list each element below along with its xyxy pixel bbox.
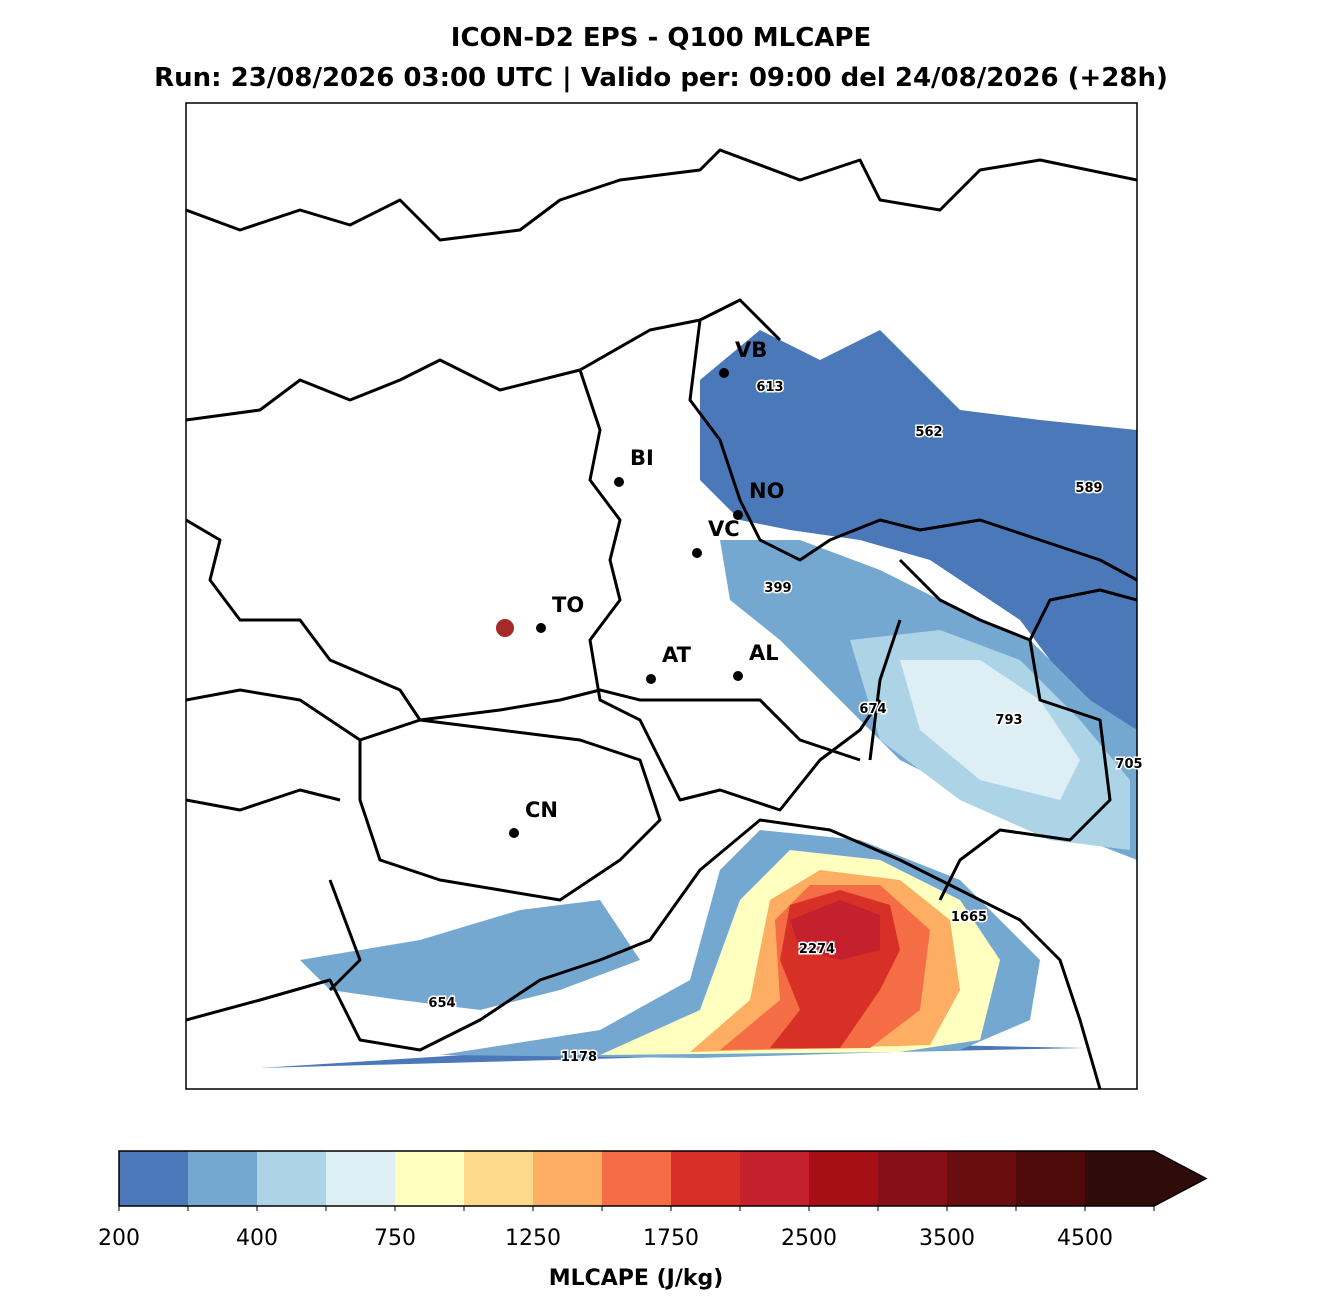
city-label: TO	[552, 593, 584, 617]
colorbar-box	[602, 1151, 672, 1206]
city-label: AT	[662, 643, 692, 667]
colorbar-box	[878, 1151, 948, 1206]
value-label: 1178	[561, 1050, 597, 1065]
colorbar-box	[947, 1151, 1017, 1206]
border	[688, 319, 1137, 582]
map-frame	[185, 102, 1138, 1090]
colorbar-tick-label: 1750	[643, 1226, 699, 1251]
border	[186, 518, 861, 762]
city-dot	[733, 510, 743, 520]
city-label: VB	[735, 338, 767, 362]
city-dot	[646, 674, 656, 684]
location-marker	[496, 619, 514, 637]
colorbar-box	[740, 1151, 810, 1206]
colorbar-extend	[1154, 1151, 1206, 1206]
border	[868, 558, 1137, 901]
value-label: 705	[1115, 757, 1142, 772]
city-dot	[614, 477, 624, 487]
colorbar-tick-label: 4500	[1057, 1226, 1113, 1251]
colorbar-box	[257, 1151, 327, 1206]
value-label: 2274	[799, 942, 835, 957]
value-label: 562	[915, 425, 942, 440]
colorbar-outline	[118, 1150, 1208, 1207]
colorbar-box	[188, 1151, 258, 1206]
cape-area	[700, 330, 1137, 760]
border	[186, 818, 1102, 1089]
colorbar-tick-label: 3500	[919, 1226, 975, 1251]
city-dot	[733, 671, 743, 681]
colorbar: 200 400 750 1250 1750 2500 3500 4500	[98, 1150, 1208, 1251]
value-labels: 613 562 589 399 674 793 705 1665 2274 65…	[427, 379, 1144, 1067]
city-label: AL	[749, 641, 779, 665]
value-label: 1665	[951, 910, 987, 925]
city-dot	[536, 623, 546, 633]
colorbar-tick-label: 750	[374, 1226, 416, 1251]
value-label: 674	[859, 702, 886, 717]
colorbar-box	[671, 1151, 741, 1206]
colorbar-box	[1016, 1151, 1086, 1206]
colorbar-tick-label: 2500	[781, 1226, 837, 1251]
border	[186, 148, 1137, 242]
city-label: CN	[525, 798, 558, 822]
city-label: NO	[749, 479, 784, 503]
city-dot	[719, 368, 729, 378]
cape-area	[790, 900, 880, 960]
value-label: 589	[1075, 481, 1102, 496]
border	[186, 688, 362, 992]
title: ICON-D2 EPS - Q100 MLCAPE	[451, 23, 871, 53]
map	[186, 148, 1137, 1089]
city-label: VC	[708, 517, 740, 541]
border	[358, 718, 662, 902]
value-label: 654	[428, 996, 455, 1011]
colorbar-box	[809, 1151, 879, 1206]
colorbar-box	[119, 1151, 189, 1206]
city-dot	[509, 828, 519, 838]
cape-area	[300, 900, 640, 1010]
colorbar-box	[1085, 1151, 1155, 1206]
colorbar-box	[464, 1151, 534, 1206]
colorbar-tick-label: 200	[98, 1226, 140, 1251]
subtitle: Run: 23/08/2026 03:00 UTC | Valido per: …	[154, 63, 1168, 93]
colorbar-label: MLCAPE (J/kg)	[549, 1266, 724, 1291]
cape-area	[900, 660, 1080, 800]
colorbar-tick-label: 400	[236, 1226, 278, 1251]
colorbar-box	[533, 1151, 603, 1206]
colorbar-box	[395, 1151, 465, 1206]
value-label: 399	[764, 581, 791, 596]
value-label: 793	[995, 713, 1022, 728]
border	[186, 298, 782, 422]
city-dot	[692, 548, 702, 558]
value-label: 613	[756, 380, 783, 395]
city-label: BI	[630, 446, 654, 470]
colorbar-box	[326, 1151, 396, 1206]
colorbar-tick-label: 1250	[505, 1226, 561, 1251]
border	[578, 369, 882, 812]
cities: VB BI NO VC TO AT AL CN	[509, 338, 784, 838]
